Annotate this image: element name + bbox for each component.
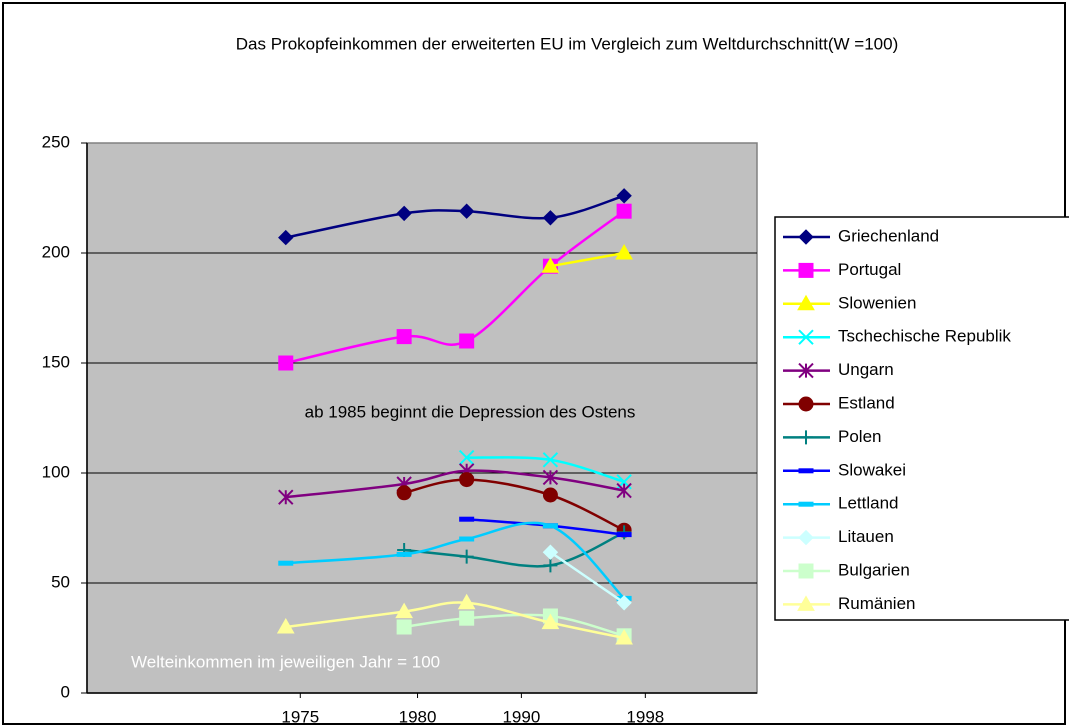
legend-label: Lettland: [838, 494, 899, 513]
marker: [616, 188, 632, 204]
y-tick-label: 100: [42, 462, 70, 481]
annotation: Welteinkommen im jeweiligen Jahr = 100: [131, 652, 440, 671]
legend-label: Polen: [838, 427, 881, 446]
marker: [459, 536, 475, 542]
legend-marker: [797, 595, 815, 611]
marker: [396, 619, 412, 635]
marker: [543, 558, 558, 573]
legend-label: Estland: [838, 393, 895, 412]
marker: [541, 613, 560, 630]
legend-marker: [798, 362, 814, 379]
chart-title: Das Prokopfeinkommen der erweiterten EU …: [236, 34, 898, 53]
marker: [542, 452, 559, 468]
series-line: [549, 551, 625, 604]
plot-area: [86, 142, 758, 694]
legend-marker: [797, 294, 815, 311]
legend-label: Griechenland: [838, 226, 939, 245]
marker: [278, 560, 294, 566]
marker: [396, 551, 412, 557]
annotation: ab 1985 beginnt die Depression des Osten…: [305, 402, 636, 421]
marker: [616, 203, 632, 219]
legend-marker: [798, 529, 814, 546]
marker: [615, 628, 633, 645]
marker: [459, 549, 474, 564]
marker: [542, 544, 559, 560]
legend-marker: [798, 329, 814, 345]
legend-marker: [798, 501, 814, 507]
marker: [542, 523, 558, 529]
legend-box: [774, 216, 1069, 621]
marker: [541, 257, 560, 273]
marker: [278, 489, 294, 505]
marker: [459, 472, 475, 488]
legend-marker: [798, 468, 814, 474]
legend-marker: [798, 229, 814, 245]
marker: [542, 469, 559, 486]
marker: [395, 602, 413, 619]
marker: [396, 205, 412, 222]
marker: [616, 482, 632, 499]
marker: [615, 243, 633, 260]
marker: [459, 516, 475, 522]
series-line: [403, 478, 625, 532]
series-line: [404, 531, 625, 568]
y-tick-label: 0: [61, 682, 70, 701]
marker: [396, 329, 412, 345]
x-tick-label: 1990: [502, 707, 540, 726]
legend-label: Portugal: [838, 260, 901, 279]
legend-label: Tschechische Republik: [838, 327, 1011, 346]
y-tick-label: 50: [51, 572, 70, 591]
marker: [542, 487, 558, 503]
marker: [459, 333, 475, 349]
marker: [278, 355, 294, 371]
legend-marker: [799, 430, 813, 445]
marker: [396, 485, 412, 501]
marker: [457, 593, 476, 610]
marker: [458, 449, 475, 466]
marker: [458, 203, 475, 219]
legend-marker: [798, 262, 814, 278]
legend-label: Rumänien: [838, 594, 916, 613]
marker: [616, 595, 632, 611]
legend-label: Bulgarien: [838, 560, 910, 579]
marker: [459, 610, 475, 626]
marker: [276, 617, 295, 634]
marker: [278, 229, 294, 246]
legend-marker: [798, 563, 814, 579]
legend-label: Slowenien: [838, 293, 916, 312]
x-tick-label: 1980: [399, 707, 437, 726]
legend-marker: [798, 396, 814, 412]
legend-label: Ungarn: [838, 360, 894, 379]
marker: [542, 210, 559, 226]
y-tick-label: 150: [42, 352, 70, 371]
legend-label: Litauen: [838, 527, 894, 546]
x-tick-label: 1998: [626, 707, 664, 726]
marker: [616, 532, 632, 538]
y-tick-label: 250: [42, 132, 70, 151]
x-tick-label: 1975: [281, 707, 319, 726]
series-line: [403, 613, 625, 638]
legend-label: Slowakei: [838, 460, 906, 479]
y-tick-label: 200: [42, 242, 70, 261]
